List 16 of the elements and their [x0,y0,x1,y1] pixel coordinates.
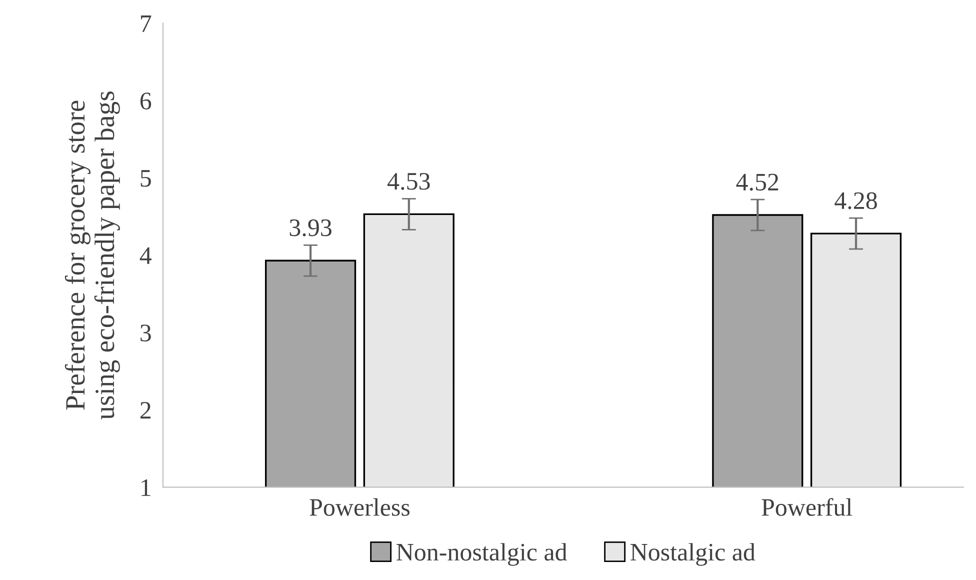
data-label: 3.93 [290,219,332,236]
y-tick-label: 7 [141,16,152,32]
y-axis-title: Preference for grocery store using eco-friendly paper bags [64,92,120,420]
legend-label: Nostalgic ad [630,543,756,566]
y-tick-label: 6 [140,92,152,110]
y-tick-label: 4 [140,247,152,264]
data-label: 4.53 [388,173,430,190]
x-tick-label: Powerful [762,498,852,516]
legend-label: Non-nostalgic ad [396,543,568,566]
y-tick-label: 3 [140,324,151,342]
y-tick-label: 2 [140,402,150,419]
y-tick-label: 5 [140,170,151,187]
y-tick-label: 1 [142,479,150,496]
x-tick-label: Powerless [310,498,410,516]
data-label: 4.28 [834,192,877,210]
data-label: 4.52 [736,174,778,191]
